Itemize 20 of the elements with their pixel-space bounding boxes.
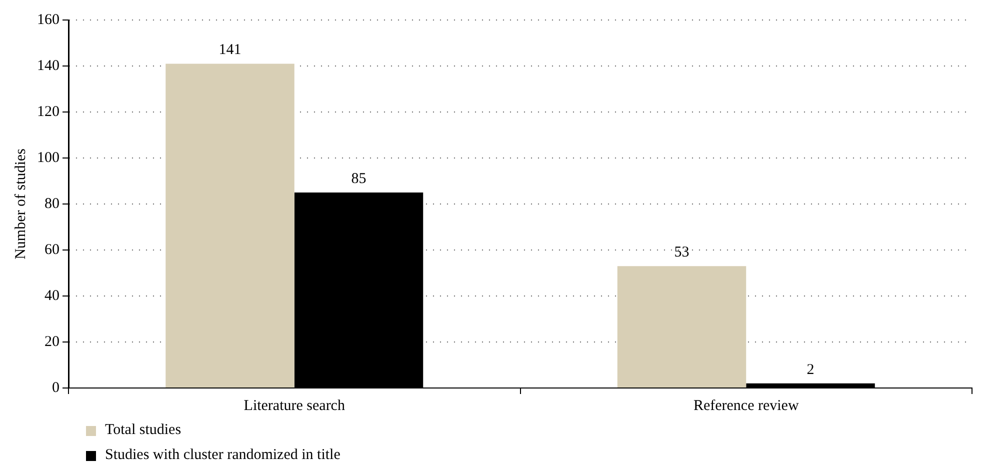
legend-label: Studies with cluster randomized in title <box>105 447 340 464</box>
y-tick-label: 60 <box>44 242 60 258</box>
x-tick-label: Reference review <box>693 398 799 414</box>
y-tick-label: 160 <box>37 12 60 28</box>
data-label: 53 <box>674 244 690 261</box>
y-tick-label: 140 <box>37 58 60 74</box>
data-label: 2 <box>806 362 814 378</box>
bar <box>166 64 294 388</box>
y-axis-title: Number of studies <box>12 148 29 260</box>
y-tick-label: 40 <box>44 288 60 304</box>
y-tick-label: 120 <box>37 104 60 120</box>
y-tick-label: 100 <box>37 150 60 166</box>
x-tick-label: Literature search <box>244 398 346 414</box>
bar <box>617 266 746 388</box>
y-tick-label: 0 <box>52 380 60 396</box>
data-label: 85 <box>351 170 366 187</box>
y-tick-label: 20 <box>44 334 60 350</box>
y-tick-label: 80 <box>44 196 60 212</box>
legend-label: Total studies <box>105 422 182 439</box>
data-label: 141 <box>218 42 242 58</box>
